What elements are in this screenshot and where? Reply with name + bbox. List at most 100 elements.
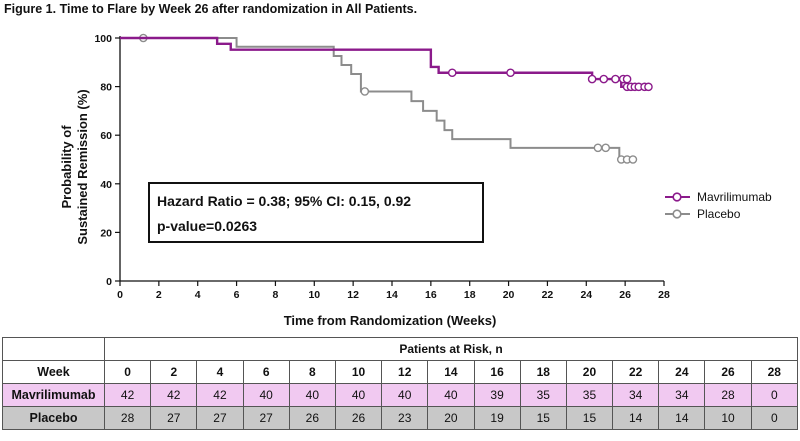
y-tick-label-100: 100 — [94, 33, 112, 45]
week-cell: 16 — [473, 360, 521, 384]
y-axis-ticks: 0 20 40 60 80 100 — [94, 33, 120, 288]
x-tick-label-28: 28 — [658, 289, 670, 301]
hazard-ratio-text: Hazard Ratio = 0.38; 95% CI: 0.15, 0.92 — [157, 193, 411, 209]
placebo-at-risk-cell: 27 — [150, 406, 198, 430]
y-tick-label-40: 40 — [100, 179, 112, 191]
mavrilimumab-at-risk-cell: 40 — [334, 383, 383, 407]
x-tick-label-18: 18 — [464, 289, 476, 301]
y-tick-label-60: 60 — [100, 130, 112, 142]
censor-mark-placebo-1 — [360, 87, 370, 96]
placebo-at-risk-cell: 15 — [519, 406, 567, 430]
y-axis-title-line2: Sustained Remission (%) — [75, 89, 90, 244]
week-cell: 24 — [658, 360, 706, 384]
placebo-at-risk-cell: 19 — [473, 406, 521, 430]
y-tick-label-20: 20 — [100, 227, 112, 239]
week-cell: 20 — [565, 360, 614, 384]
placebo-at-risk-cell: 20 — [427, 406, 475, 430]
series-line-placebo — [120, 37, 633, 161]
censor-mark-mavrilimumab-12 — [644, 82, 653, 92]
series-layer — [120, 33, 653, 164]
week-cell: 18 — [519, 360, 567, 384]
x-tick-label-4: 4 — [195, 289, 201, 301]
x-tick-label-10: 10 — [308, 289, 320, 301]
x-tick-label-6: 6 — [234, 289, 240, 301]
placebo-row-label: Placebo — [2, 406, 105, 430]
x-tick-label-14: 14 — [386, 289, 398, 301]
censor-mark-mavrilimumab-2 — [587, 74, 597, 84]
mavrilimumab-at-risk-cell: 35 — [565, 383, 614, 407]
mavrilimumab-row-label: Mavrilimumab — [2, 383, 105, 407]
mavrilimumab-at-risk-cell: 39 — [473, 383, 521, 407]
risk-table-header-row: Patients at Risk, n — [2, 337, 798, 361]
y-tick-label-80: 80 — [100, 82, 112, 94]
mavrilimumab-at-risk-cell: 42 — [103, 383, 152, 407]
placebo-at-risk-cell: 26 — [334, 406, 383, 430]
x-tick-label-16: 16 — [425, 289, 437, 301]
mavrilimumab-at-risk-cell: 35 — [519, 383, 567, 407]
mavrilimumab-at-risk-cell: 40 — [288, 383, 336, 407]
risk-table-week-row: Week 0 2 4 6 8 10 12 14 16 18 20 22 24 26 28 — [2, 360, 799, 384]
legend-label-mavrilimumab: Mavrilimumab — [697, 190, 772, 204]
censor-mark-placebo-3 — [601, 143, 611, 153]
x-tick-label-8: 8 — [273, 289, 279, 301]
week-cell: 8 — [288, 360, 336, 384]
y-axis-title-line1: Probability of — [59, 125, 74, 209]
censor-mark-placebo-2 — [593, 143, 603, 153]
risk-table-mavrilimumab-row: Mavrilimumab 42 42 42 40 40 40 40 40 39 35 35 34 34 2… — [2, 383, 799, 407]
mavrilimumab-at-risk-cell: 28 — [704, 383, 752, 407]
censor-mark-placebo-6 — [628, 155, 638, 164]
mavrilimumab-at-risk-cell: 0 — [750, 383, 799, 407]
x-axis-ticks: 0 2 4 6 8 10 12 14 16 18 20 22 24 26 28 — [117, 281, 670, 301]
placebo-at-risk-cell: 26 — [288, 406, 336, 430]
week-cell: 22 — [612, 360, 660, 384]
hazard-ratio-box — [148, 182, 484, 243]
risk-table-header: Patients at Risk, n — [104, 337, 798, 361]
mavrilimumab-at-risk-cell: 42 — [150, 383, 198, 407]
censor-mark-mavrilimumab-0 — [447, 68, 457, 78]
x-tick-label-20: 20 — [503, 289, 515, 301]
series-line-mavrilimumab — [120, 36, 649, 89]
placebo-at-risk-cell: 23 — [381, 406, 429, 430]
week-cell: 26 — [704, 360, 752, 384]
placebo-at-risk-cell: 28 — [103, 406, 152, 430]
x-tick-label-24: 24 — [580, 289, 592, 301]
placebo-at-risk-cell: 14 — [612, 406, 660, 430]
week-row-label: Week — [2, 360, 105, 384]
censor-mark-mavrilimumab-6 — [622, 74, 632, 84]
legend-marker-mavrilimumab — [672, 192, 682, 202]
x-tick-label-12: 12 — [347, 289, 359, 301]
week-cell: 4 — [196, 360, 244, 384]
mavrilimumab-at-risk-cell: 40 — [427, 383, 475, 407]
week-cell: 0 — [103, 360, 152, 384]
mavrilimumab-at-risk-cell: 40 — [242, 383, 290, 407]
placebo-at-risk-cell: 27 — [242, 406, 290, 430]
p-value-text: p-value=0.0263 — [157, 218, 257, 234]
legend-label-placebo: Placebo — [697, 207, 741, 221]
censor-mark-mavrilimumab-4 — [611, 74, 620, 84]
mavrilimumab-at-risk-cell: 34 — [658, 383, 706, 407]
censor-mark-mavrilimumab-1 — [506, 68, 515, 78]
mavrilimumab-at-risk-cell: 34 — [612, 383, 660, 407]
legend-marker-placebo — [672, 209, 682, 219]
placebo-at-risk-cell: 15 — [565, 406, 614, 430]
risk-table-placebo-row: Placebo 28 27 27 27 26 26 23 20 19 15 15 14 14 10 0 — [2, 406, 799, 430]
placebo-at-risk-cell: 14 — [658, 406, 706, 430]
mavrilimumab-at-risk-cell: 40 — [381, 383, 429, 407]
x-tick-label-26: 26 — [619, 289, 631, 301]
week-cell: 10 — [334, 360, 383, 384]
figure-title: Figure 1. Time to Flare by Week 26 after… — [4, 2, 418, 16]
censor-mark-mavrilimumab-3 — [599, 74, 609, 84]
placebo-at-risk-cell: 10 — [704, 406, 752, 430]
x-tick-label-0: 0 — [117, 289, 123, 301]
x-tick-label-22: 22 — [542, 289, 554, 301]
y-tick-label-0: 0 — [106, 276, 112, 288]
week-cell: 12 — [381, 360, 429, 384]
placebo-at-risk-cell: 27 — [196, 406, 244, 430]
legend: Mavrilimumab Placebo — [665, 190, 772, 221]
risk-table: Patients at Risk, n Week 0 2 4 6 8 10 12 14 16 18… — [2, 337, 799, 430]
week-cell: 2 — [150, 360, 198, 384]
x-tick-label-2: 2 — [156, 289, 162, 301]
mavrilimumab-at-risk-cell: 42 — [196, 383, 244, 407]
week-cell: 28 — [750, 360, 799, 384]
